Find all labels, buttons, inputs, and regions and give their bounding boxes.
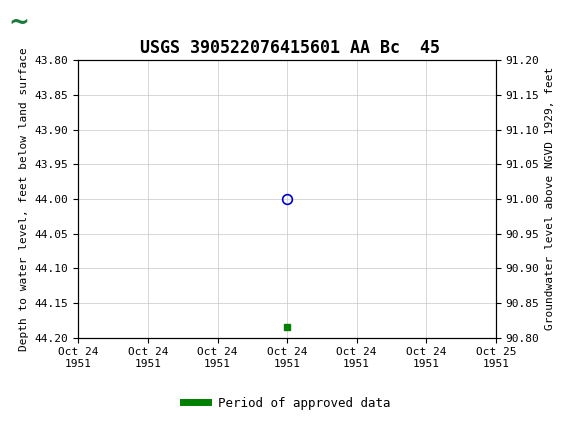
Y-axis label: Depth to water level, feet below land surface: Depth to water level, feet below land su… (19, 47, 29, 351)
Y-axis label: Groundwater level above NGVD 1929, feet: Groundwater level above NGVD 1929, feet (545, 67, 555, 331)
Text: USGS 390522076415601 AA Bc  45: USGS 390522076415601 AA Bc 45 (140, 39, 440, 57)
Text: ~: ~ (8, 11, 29, 34)
Legend: Period of approved data: Period of approved data (179, 391, 396, 415)
Text: USGS: USGS (49, 14, 104, 31)
FancyBboxPatch shape (3, 4, 35, 41)
